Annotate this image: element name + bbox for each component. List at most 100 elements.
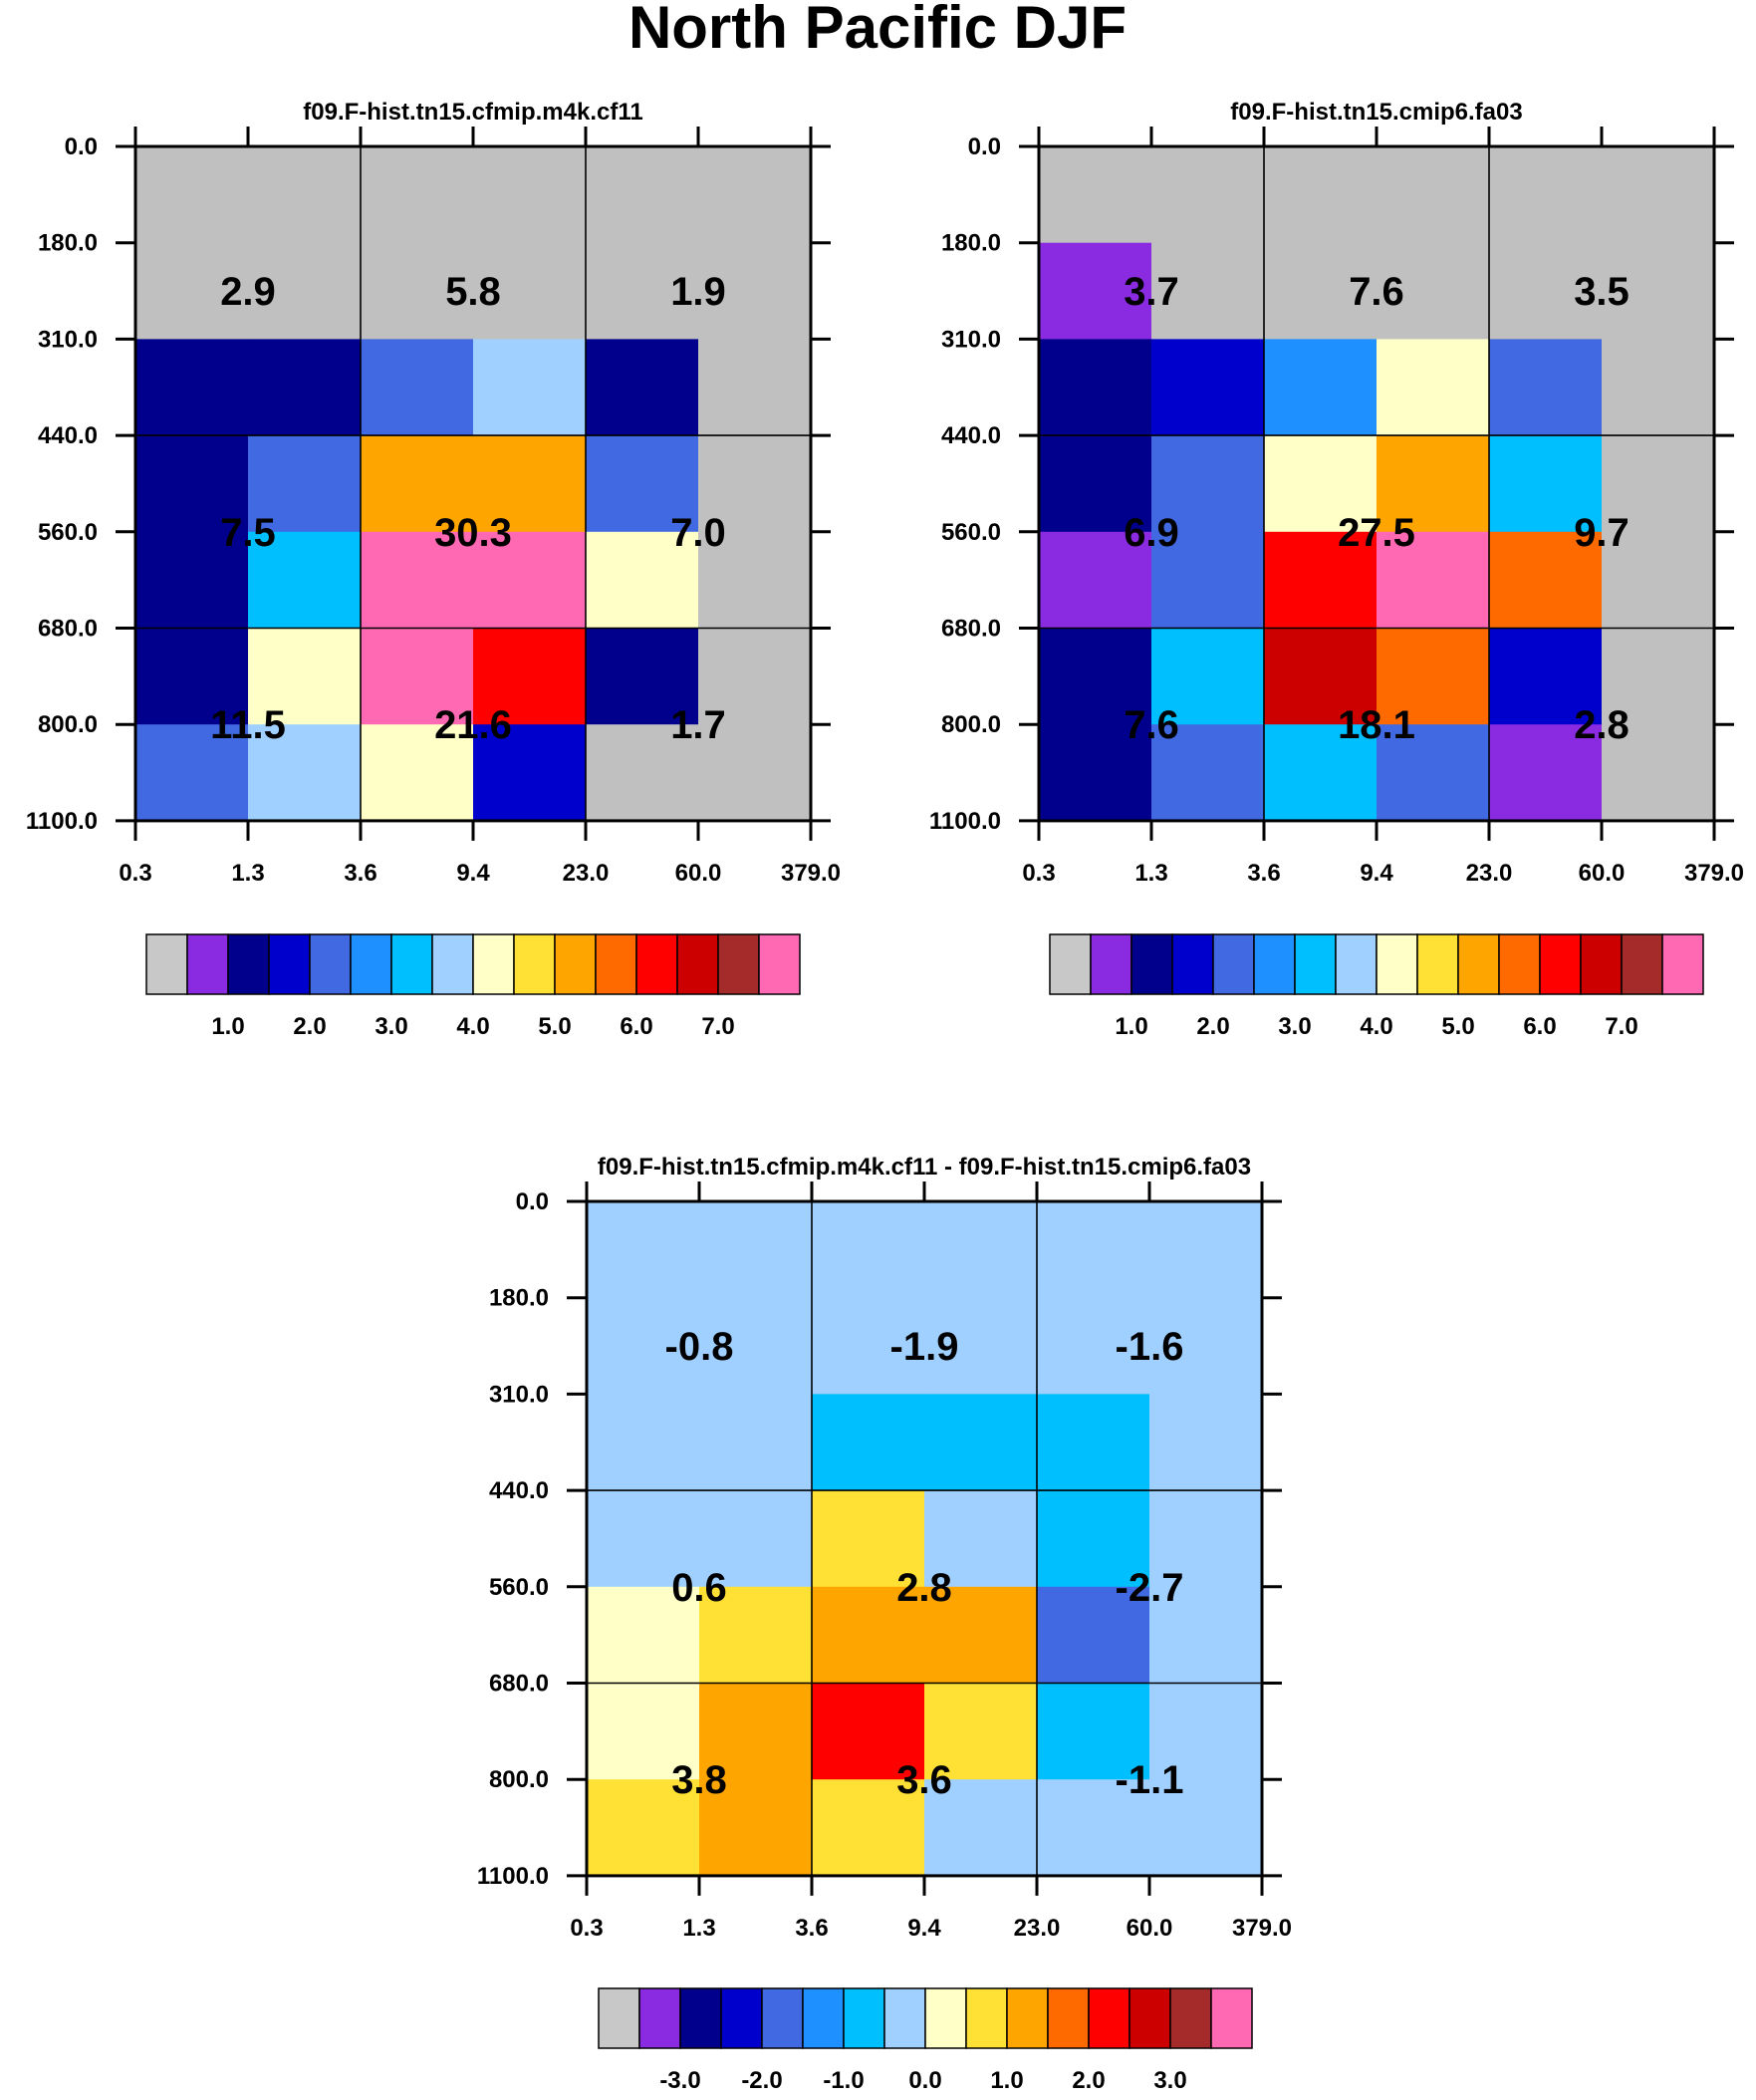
box-value-label: 7.6 — [1124, 703, 1179, 747]
colorbar-swatch — [472, 933, 515, 995]
heatmap-cell — [1602, 339, 1715, 436]
heatmap-cell — [135, 724, 249, 822]
y-tick-label: 180.0 — [38, 230, 98, 257]
heatmap-cell — [1037, 1490, 1150, 1588]
heatmap-cell — [1264, 531, 1378, 630]
x-tick-label: 60.0 — [675, 860, 722, 887]
heatmap-cell — [1602, 531, 1715, 630]
heatmap-cell — [361, 339, 474, 436]
heatmap-cell — [1489, 724, 1603, 822]
x-tick-label: 0.3 — [570, 1915, 603, 1942]
heatmap-cell — [361, 146, 474, 244]
colorbar-swatch — [758, 933, 801, 995]
heatmap-cell — [1149, 1586, 1263, 1685]
heatmap-cell — [1602, 435, 1715, 533]
heatmap-cell — [1149, 1683, 1263, 1780]
heatmap-cell — [924, 1490, 1038, 1588]
x-tick-label: 9.4 — [907, 1915, 941, 1942]
heatmap-cell — [1039, 339, 1152, 436]
heatmap-cell — [812, 1586, 925, 1685]
colorbar-swatch — [1621, 933, 1663, 995]
heatmap-cell — [473, 724, 587, 822]
x-tick-label: 0.3 — [119, 860, 151, 887]
colorbar-swatch — [554, 933, 597, 995]
colorbar-swatch — [268, 933, 311, 995]
y-tick-label: 0.0 — [968, 133, 1001, 160]
heatmap-cell — [1149, 1779, 1263, 1877]
colorbar-swatch — [350, 933, 392, 995]
colorbar-swatch — [679, 1987, 722, 2049]
panel-2: f09.F-hist.tn15.cmip6.fa03 0.0 180.0 310.0 4… — [929, 99, 1744, 1040]
heatmap-cell — [248, 628, 362, 725]
x-tick-label: 3.6 — [1247, 860, 1280, 887]
heatmap-cell — [1149, 1297, 1263, 1395]
colorbar-tick-label: 7.0 — [701, 1013, 734, 1040]
heatmap-cell — [361, 628, 474, 725]
panel-title: f09.F-hist.tn15.cmip6.fa03 — [1230, 99, 1522, 126]
heatmap-cell — [473, 242, 587, 340]
colorbar-swatch — [676, 933, 719, 995]
heatmap-cell — [812, 1779, 925, 1877]
colorbar-tick-label: 3.0 — [1153, 2067, 1186, 2094]
heatmap-cell — [1264, 724, 1378, 822]
heatmap-cell — [1377, 339, 1490, 436]
heatmap-cell — [924, 1201, 1038, 1299]
colorbar-swatch — [635, 933, 678, 995]
colorbar-swatch — [595, 933, 637, 995]
heatmap-cell — [698, 435, 812, 533]
heatmap-cell — [361, 531, 474, 630]
y-tick-label: 440.0 — [941, 422, 1001, 449]
colorbar-tick-label: 0.0 — [908, 2067, 941, 2094]
x-tick-label: 23.0 — [1466, 860, 1513, 887]
box-value-label: 6.9 — [1124, 511, 1179, 555]
heatmap-cell — [1037, 1779, 1150, 1877]
heatmap-cell — [587, 1683, 700, 1780]
heatmap-cell — [586, 628, 699, 725]
x-tick-label: 1.3 — [231, 860, 264, 887]
box-value-label: 9.7 — [1574, 511, 1630, 555]
y-tick-label: 310.0 — [941, 326, 1001, 353]
box-value-label: 5.8 — [445, 270, 501, 314]
colorbar-swatch — [1539, 933, 1582, 995]
colorbar-tick-label: 3.0 — [375, 1013, 407, 1040]
heatmap-cell — [699, 1586, 813, 1685]
heatmap-cell — [699, 1683, 813, 1780]
y-tick-label: 310.0 — [489, 1381, 549, 1408]
colorbar-tick-label: 7.0 — [1605, 1013, 1637, 1040]
heatmap-cell — [698, 724, 812, 822]
heatmap-cell — [1264, 628, 1378, 725]
colorbar-tick-label: 2.0 — [1196, 1013, 1229, 1040]
heatmap-cell — [924, 1297, 1038, 1395]
y-tick-label: 680.0 — [941, 616, 1001, 643]
x-tick-label: 379.0 — [781, 860, 841, 887]
box-value-label: 30.3 — [434, 511, 512, 555]
heatmap-cell — [812, 1201, 925, 1299]
heatmap-cell — [587, 1586, 700, 1685]
colorbar-swatch — [227, 933, 270, 995]
y-tick-label: 310.0 — [38, 326, 98, 353]
colorbar-tick-label: -3.0 — [659, 2067, 700, 2094]
colorbar-swatch — [761, 1987, 804, 2049]
heatmap-cell — [699, 1490, 813, 1588]
box-value-label: 21.6 — [434, 703, 512, 747]
heatmap-cell — [473, 628, 587, 725]
heatmap-cell — [812, 1683, 925, 1780]
heatmap-cell — [1149, 1490, 1263, 1588]
heatmap-cell — [1377, 724, 1490, 822]
heatmap-cell — [1151, 339, 1265, 436]
heatmap-cell — [1377, 146, 1490, 244]
colorbar-swatch — [720, 1987, 763, 2049]
heatmap-cell — [586, 531, 699, 630]
colorbar-tick-label: 6.0 — [620, 1013, 652, 1040]
box-value-label: 2.8 — [1574, 703, 1630, 747]
colorbar-swatch — [965, 1987, 1008, 2049]
colorbar-swatch — [513, 933, 556, 995]
heatmap-cell — [699, 1297, 813, 1395]
heatmap-cell — [361, 724, 474, 822]
heatmap-cell — [1151, 724, 1265, 822]
colorbar-swatch — [1335, 933, 1378, 995]
colorbar-tick-label: 5.0 — [538, 1013, 571, 1040]
x-tick-label: 1.3 — [1134, 860, 1167, 887]
colorbar-swatch — [1047, 1987, 1090, 2049]
